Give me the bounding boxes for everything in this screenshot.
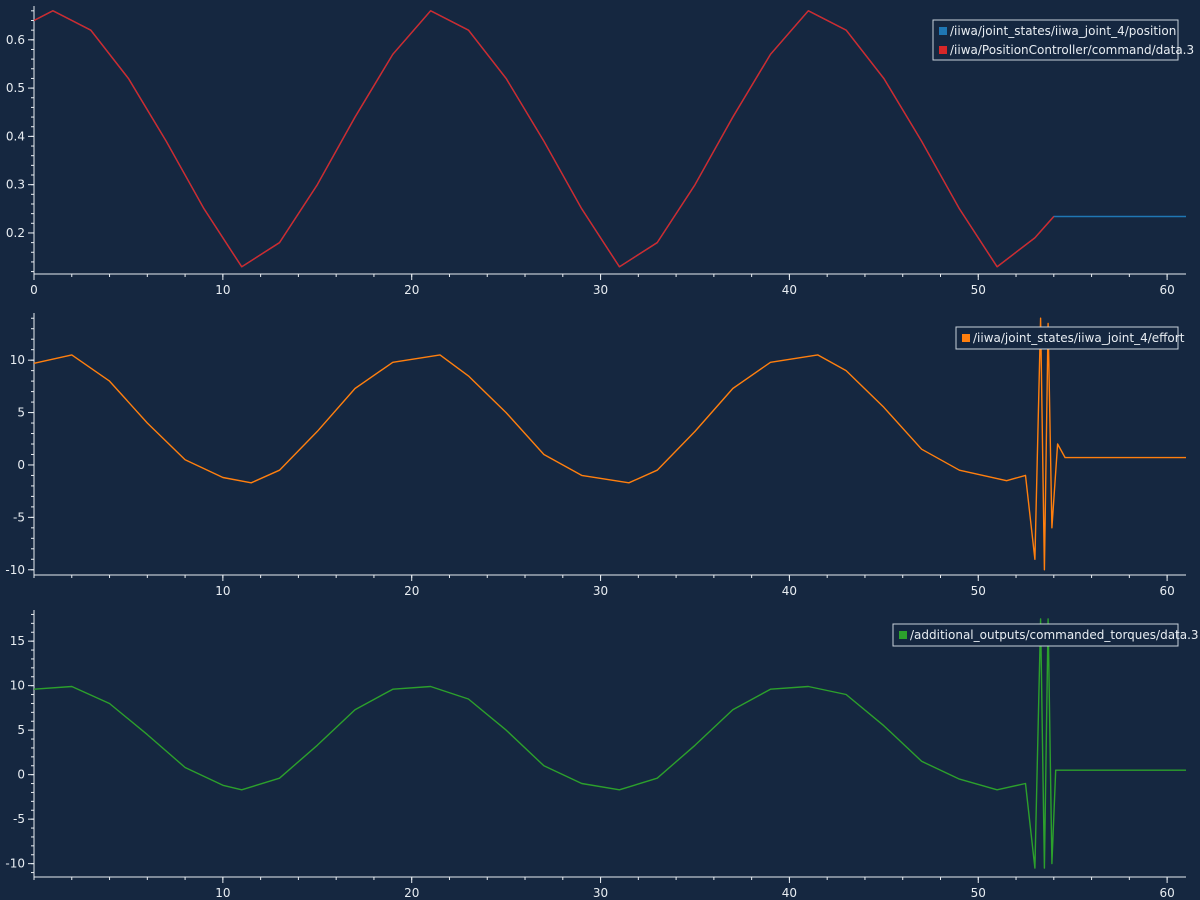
x-tick-label: 10 (215, 283, 230, 297)
series-line-1 (33, 317, 1186, 571)
x-tick-label: 60 (1159, 886, 1174, 900)
legend-label: /additional_outputs/commanded_torques/da… (910, 628, 1199, 642)
legend-box (955, 326, 1179, 350)
x-tick-label: 20 (404, 283, 419, 297)
legend-box (892, 623, 1179, 647)
chart-3: -10 -5 0 5 10 15 10 20 30 40 50 60/additional_outpu… (5, 610, 1199, 900)
y-tick-label: 0.6 (6, 33, 25, 47)
y-tick-label: 0.3 (6, 178, 25, 192)
x-tick-label: 30 (593, 283, 608, 297)
x-tick-label: 40 (782, 283, 797, 297)
x-tick-label: 60 (1159, 283, 1174, 297)
y-tick-label: 5 (17, 406, 25, 420)
x-tick-label: 40 (782, 584, 797, 598)
x-tick-label: 50 (971, 283, 986, 297)
x-tick-label: 40 (782, 886, 797, 900)
y-tick-label: 0 (17, 458, 25, 472)
x-tick-label: 10 (215, 886, 230, 900)
y-tick-label: -5 (13, 812, 25, 826)
y-tick-label: 0.2 (6, 226, 25, 240)
x-tick-label: 30 (593, 584, 608, 598)
y-tick-label: 0.5 (6, 81, 25, 95)
legend-box (932, 19, 1179, 61)
series-line-2 (33, 10, 1055, 268)
x-tick-label: 50 (971, 584, 986, 598)
y-tick-label: 0.4 (6, 129, 25, 143)
y-tick-label: 10 (10, 353, 25, 367)
y-tick-label: -5 (13, 510, 25, 524)
x-tick-label: 50 (971, 886, 986, 900)
chart-1: 0.2 0.3 0.4 0.5 0.6 0 10 20 30 40 50 60/iiwa/joint_… (6, 6, 1194, 297)
y-tick-label: 0 (17, 768, 25, 782)
y-tick-label: -10 (5, 563, 25, 577)
legend-label: /iiwa/joint_states/iiwa_joint_4/effort (973, 331, 1185, 345)
x-tick-label: 30 (593, 886, 608, 900)
x-tick-label: 0 (30, 283, 38, 297)
legend-swatch (939, 27, 947, 35)
chart-2: -10 -5 0 5 10 10 20 30 40 50 60/iiwa/joint_states/… (5, 313, 1186, 598)
y-tick-label: 15 (10, 634, 25, 648)
x-tick-label: 10 (215, 584, 230, 598)
legend-label: /iiwa/PositionController/command/data.3 (950, 43, 1194, 57)
legend-swatch (899, 631, 907, 639)
y-tick-label: 5 (17, 723, 25, 737)
series-line-1 (33, 618, 1186, 869)
x-tick-label: 60 (1159, 584, 1174, 598)
y-tick-label: 10 (10, 679, 25, 693)
legend-swatch (962, 334, 970, 342)
x-tick-label: 20 (404, 886, 419, 900)
y-tick-label: -10 (5, 857, 25, 871)
legend-swatch (939, 46, 947, 54)
legend-label: /iiwa/joint_states/iiwa_joint_4/position (950, 24, 1176, 38)
x-tick-label: 20 (404, 584, 419, 598)
